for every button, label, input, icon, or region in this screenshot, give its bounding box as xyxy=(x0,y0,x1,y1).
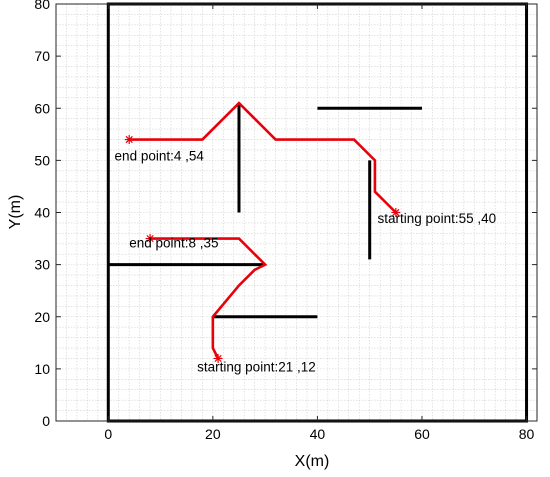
asterisk-marker xyxy=(124,135,134,145)
x-tick-label: 20 xyxy=(205,426,221,442)
y-axis-label: Y(m) xyxy=(7,195,24,230)
point-annotation: starting point:21 ,12 xyxy=(197,359,316,374)
x-axis-label: X(m) xyxy=(295,453,330,470)
path-series-line xyxy=(150,237,268,360)
x-tick-label: 60 xyxy=(414,426,430,442)
y-tick-label: 20 xyxy=(34,309,50,325)
x-tick-label: 40 xyxy=(310,426,326,442)
y-tick-label: 0 xyxy=(42,413,50,429)
asterisk-stroke xyxy=(146,234,154,243)
endpoint-markers xyxy=(124,135,401,363)
asterisk-marker xyxy=(213,353,223,363)
asterisk-marker xyxy=(391,208,401,217)
path-series-line xyxy=(129,101,397,214)
asterisk-marker xyxy=(145,234,155,244)
asterisk-stroke xyxy=(214,354,222,363)
x-tick-label: 80 xyxy=(519,426,535,442)
y-tick-label: 40 xyxy=(34,205,50,221)
point-annotations: starting point:55 ,40 end point:4 ,54 end … xyxy=(115,148,497,374)
point-annotation: starting point:55 ,40 xyxy=(378,211,497,226)
y-tick-label: 80 xyxy=(34,0,50,12)
y-tick-label: 50 xyxy=(34,152,50,168)
grid-lines xyxy=(55,3,538,422)
y-tick-label: 30 xyxy=(34,257,50,273)
robot-paths xyxy=(129,101,397,360)
asterisk-stroke xyxy=(125,135,133,144)
obstacle-walls xyxy=(108,103,422,319)
axes-frame xyxy=(55,3,538,422)
asterisk-stroke xyxy=(392,208,400,217)
tick-labels: 0 20 40 60 80 0 10 20 30 40 50 60 70 80 xyxy=(34,0,534,442)
y-tick-label: 10 xyxy=(34,361,50,377)
point-annotation: end point:4 ,54 xyxy=(115,148,205,163)
point-annotation: end point:8 ,35 xyxy=(129,235,218,250)
x-tick-label: 0 xyxy=(104,426,112,442)
y-tick-label: 60 xyxy=(34,100,50,116)
y-tick-label: 70 xyxy=(34,48,50,64)
